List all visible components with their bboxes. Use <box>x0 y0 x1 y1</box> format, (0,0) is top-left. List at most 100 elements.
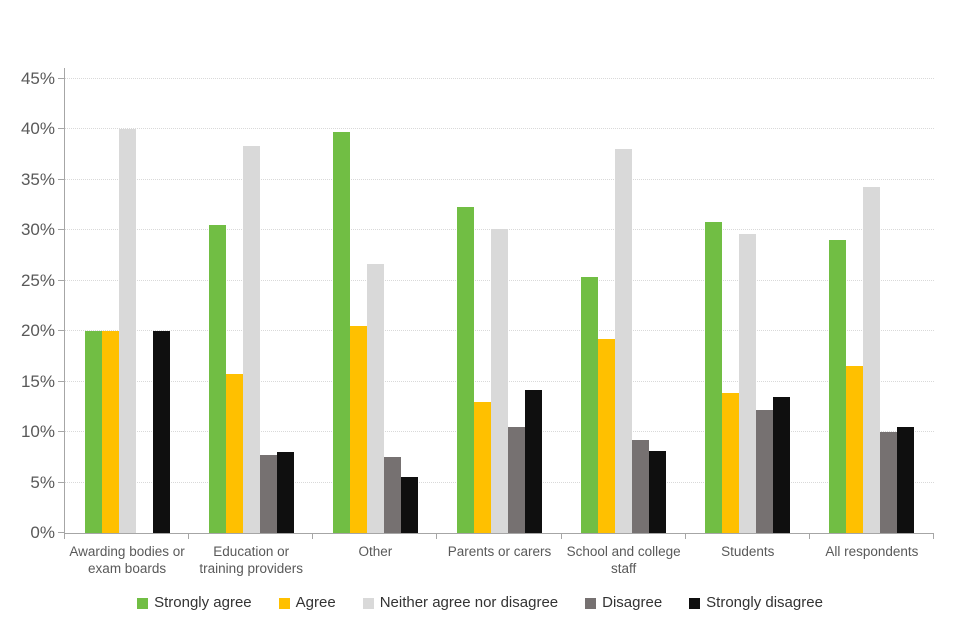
y-axis-line <box>64 68 65 533</box>
bar <box>598 339 616 533</box>
legend-swatch-icon <box>689 597 701 609</box>
bar <box>739 234 757 533</box>
x-tick <box>64 534 65 539</box>
x-category-label: Parents or carers <box>447 544 552 559</box>
legend-item: Agree <box>278 594 336 612</box>
bar-group <box>562 79 686 533</box>
legend-item: Disagree <box>585 594 662 612</box>
y-tick <box>58 279 64 281</box>
legend-swatch-icon <box>137 597 149 609</box>
legend-label: Strongly disagree <box>706 594 823 611</box>
bar <box>507 427 525 533</box>
bar <box>332 132 350 533</box>
bar-group <box>189 79 313 533</box>
bar <box>152 331 170 533</box>
gridline-35 <box>65 178 934 180</box>
bar-group <box>437 79 561 533</box>
x-category-label: Awarding bodies or exam boards <box>69 544 185 576</box>
legend-item: Strongly disagree <box>689 594 823 612</box>
bar <box>880 432 898 533</box>
y-tick <box>58 330 64 332</box>
legend-label: Agree <box>295 594 336 611</box>
bar <box>581 276 599 533</box>
x-axis-category-labels: Awarding bodies or exam boards Education … <box>65 543 934 577</box>
y-tick-label: 25% <box>20 270 55 290</box>
y-tick-label: 45% <box>20 69 55 88</box>
legend-item: Strongly agree <box>137 594 252 612</box>
bar <box>456 207 474 533</box>
bar-group <box>686 79 810 533</box>
gridline-45 <box>65 78 934 79</box>
bar <box>846 365 864 533</box>
bar <box>524 389 542 533</box>
bar <box>756 409 774 533</box>
bar <box>632 440 650 533</box>
y-tick-label: 0% <box>30 523 55 542</box>
bar <box>366 263 384 533</box>
x-tick <box>560 534 562 539</box>
plot-area <box>58 68 934 539</box>
y-tick-label: 10% <box>20 422 55 442</box>
bar <box>383 457 401 533</box>
y-tick-label: 15% <box>20 371 55 391</box>
y-tick <box>58 178 64 180</box>
y-tick-label: 40% <box>20 119 55 139</box>
bar <box>242 145 260 533</box>
legend-swatch-icon <box>362 597 374 609</box>
x-axis-line <box>64 533 934 534</box>
y-tick-label: 20% <box>20 321 55 341</box>
bar <box>490 229 508 533</box>
bar <box>473 401 491 533</box>
y-tick <box>58 128 64 130</box>
x-category-label: Other <box>358 544 393 559</box>
x-category-label: All respondents <box>825 544 919 559</box>
y-tick <box>58 78 64 79</box>
legend-label: Neither agree nor disagree <box>379 594 559 611</box>
bar <box>118 129 136 533</box>
y-tick <box>58 380 64 382</box>
x-tick <box>312 534 314 539</box>
legend-swatch-icon <box>278 597 290 609</box>
x-tick <box>188 534 190 539</box>
x-category-label: Education or training providers <box>199 544 303 576</box>
bar <box>705 222 723 533</box>
bar <box>649 451 667 533</box>
bar <box>400 476 418 533</box>
bar <box>84 331 102 533</box>
bar <box>773 396 791 533</box>
legend-label: Disagree <box>602 594 663 611</box>
bar <box>259 455 277 533</box>
y-tick <box>58 481 64 483</box>
bar <box>225 373 243 533</box>
bar <box>863 186 881 533</box>
bar-group <box>313 79 437 533</box>
bar-group <box>810 79 934 533</box>
bar <box>615 148 633 533</box>
x-tick <box>933 534 934 539</box>
legend-swatch-icon <box>585 597 597 609</box>
bar <box>276 452 294 533</box>
bar <box>897 427 915 533</box>
legend-item: Neither agree nor disagree <box>362 594 559 612</box>
bar <box>208 225 226 533</box>
y-tick-label: 35% <box>20 169 55 189</box>
x-tick <box>436 534 438 539</box>
gridline-40 <box>65 128 934 130</box>
y-axis-labels: 0% 5% 10% 15% 20% 25% 30% 35% 40% 45% <box>0 70 55 542</box>
bar-group <box>65 79 189 533</box>
x-tick <box>808 534 810 539</box>
bar <box>101 331 119 533</box>
bar <box>829 240 847 533</box>
x-category-label: Students <box>721 544 775 559</box>
bar <box>349 326 367 533</box>
x-category-label: School and college staff <box>566 544 681 576</box>
y-tick <box>58 229 64 231</box>
bar <box>722 392 740 533</box>
y-tick <box>58 532 64 533</box>
y-tick-label: 30% <box>20 220 55 240</box>
y-tick-label: 5% <box>30 472 55 492</box>
y-tick <box>58 431 64 433</box>
x-tick <box>684 534 686 539</box>
legend: Strongly agree Agree Neither agree nor dis… <box>0 594 960 612</box>
